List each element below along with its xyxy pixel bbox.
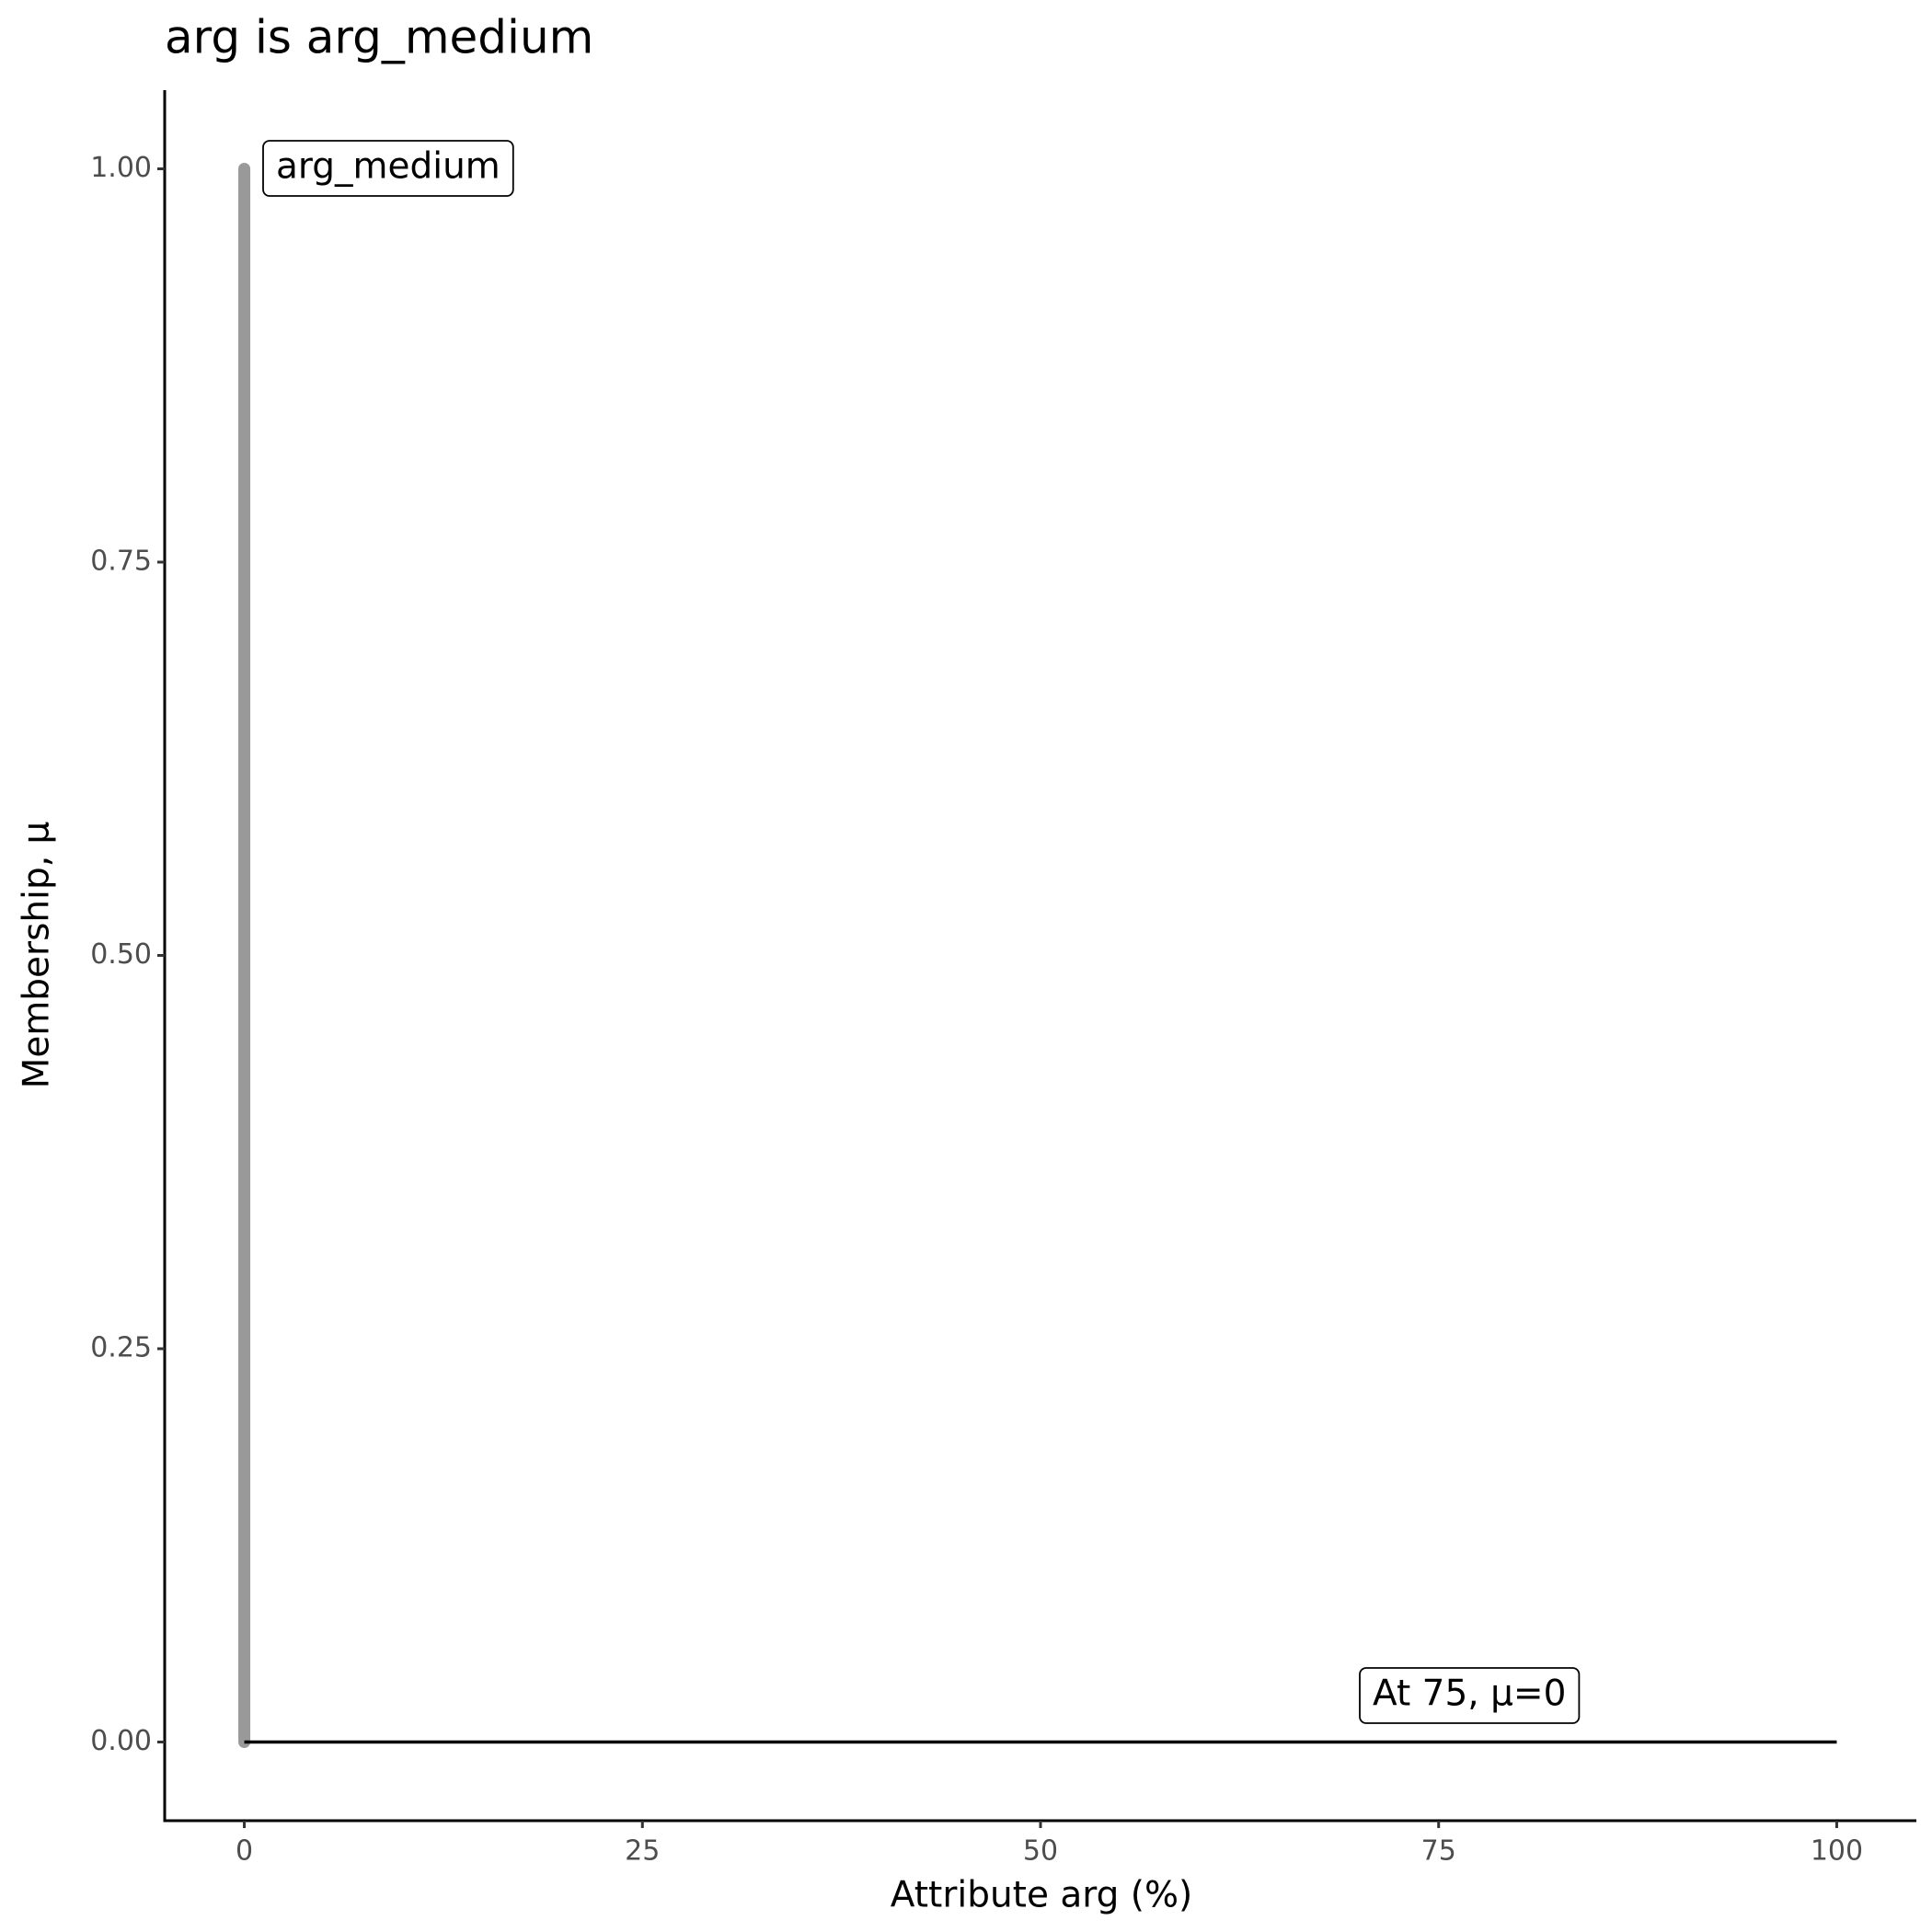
y-tick-label: 0.75 (90, 546, 152, 578)
y-tick-label: 0.25 (90, 1332, 152, 1364)
annotation: At 75, μ=0 (1359, 1667, 1581, 1724)
x-tick-label: 75 (1421, 1835, 1456, 1868)
annotation-box (262, 140, 514, 197)
x-tick-label: 25 (625, 1835, 660, 1868)
annotation-box (1359, 1667, 1581, 1724)
y-axis-title: Membership, μ (17, 822, 58, 1089)
y-tick-label: 0.00 (90, 1725, 152, 1757)
x-tick-label: 100 (1811, 1835, 1863, 1868)
x-axis-title: Attribute arg (%) (891, 1875, 1193, 1916)
x-tick-label: 50 (1023, 1835, 1058, 1868)
annotation-text: At 75, μ=0 (1373, 1673, 1566, 1715)
x-tick-label: 0 (236, 1835, 253, 1868)
annotation-text: arg_medium (276, 146, 500, 188)
y-tick-label: 1.00 (90, 152, 152, 184)
y-tick-label: 0.50 (90, 938, 152, 971)
chart-title: arg is arg_medium (165, 11, 593, 64)
annotation: arg_medium (262, 140, 514, 197)
